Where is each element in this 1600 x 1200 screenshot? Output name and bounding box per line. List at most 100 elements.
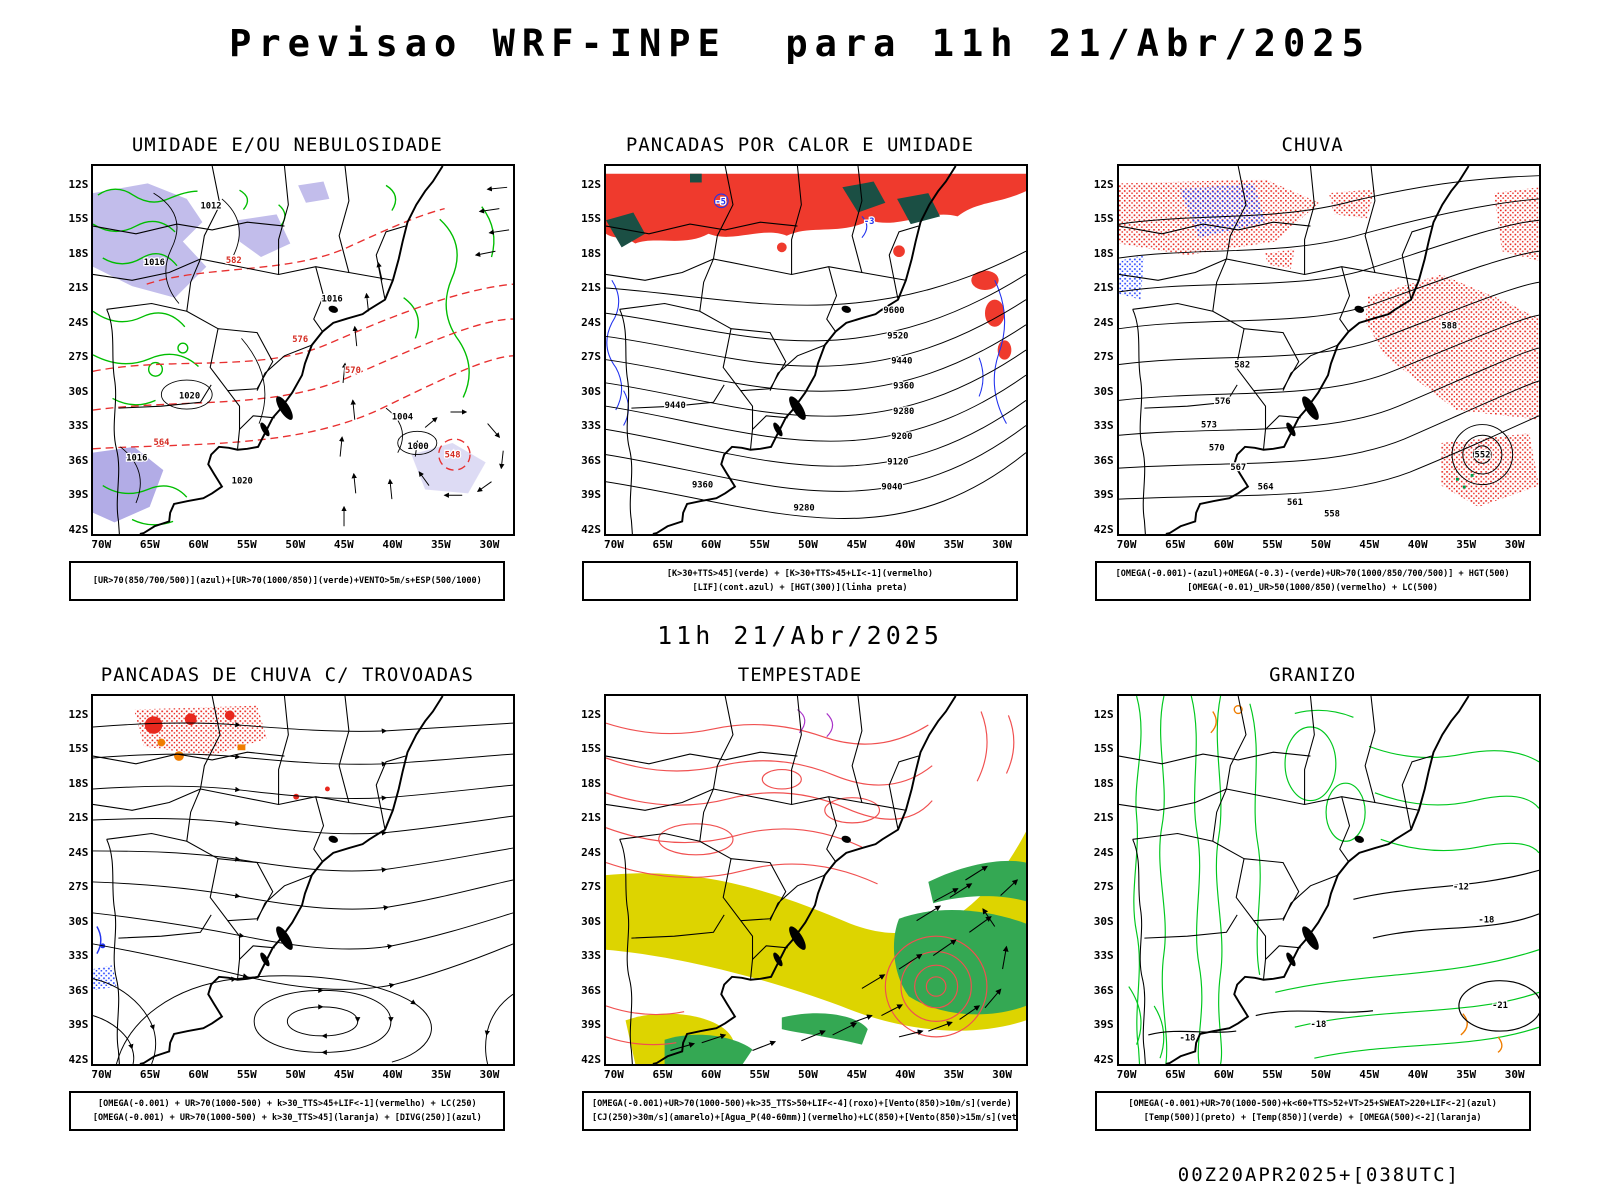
lat-tick: 15S: [581, 212, 601, 226]
panel-title: PANCADAS DE CHUVA C/ TROVOADAS: [100, 663, 474, 686]
lon-tick: 60W: [1213, 1067, 1234, 1081]
contour-label: -18: [1310, 1020, 1326, 1030]
map-area: 12S 15S 18S 21S 24S 27S 30S 33S 36S 39S 42S: [1085, 693, 1541, 1066]
lat-tick: 12S: [68, 707, 89, 721]
contour-labels: 9600 9520 9440 9360 9280 9200 9120 9040 …: [663, 196, 915, 514]
contour-label: 1012: [201, 201, 222, 211]
lon-tick: 65W: [139, 1067, 160, 1081]
lon-tick: 55W: [749, 1067, 770, 1081]
lat-tick: 42S: [1093, 522, 1114, 536]
lat-tick: 18S: [68, 246, 89, 260]
map-canvas-umidade: 1012 1016 1016 1020 1016 1020 1004 1000 …: [91, 163, 516, 536]
contour-label: 9280: [893, 407, 914, 417]
page-title: Previsao WRF-INPE para 11h 21/Abr/2025: [229, 22, 1371, 65]
map-canvas-trovoadas: [91, 693, 516, 1066]
panel-title: GRANIZO: [1269, 663, 1357, 686]
contour-label: 1000: [408, 442, 429, 452]
contour-label: 9040: [881, 482, 902, 492]
lat-tick: 21S: [68, 811, 89, 825]
lat-axis: 12S 15S 18S 21S 24S 27S 30S 33S 36S 39S 42S: [572, 164, 604, 536]
contour-label: 570: [1209, 444, 1225, 454]
contour-label: 9200: [891, 432, 912, 442]
panel-title: PANCADAS POR CALOR E UMIDADE: [625, 133, 975, 156]
map-canvas-granizo: -12 -18 -21 -18 -18: [1116, 693, 1541, 1066]
legend-line: [OMEGA(-0.01)_UR>50(1000/850)(vermelho) …: [1187, 582, 1439, 593]
thickness-red-dashed-contours: [93, 207, 514, 471]
lon-tick: 35W: [430, 537, 451, 551]
lon-axis: 70W 65W 60W 55W 50W 45W 40W 35W 30W: [91, 538, 515, 551]
lat-tick: 33S: [1093, 419, 1114, 433]
lat-tick: 39S: [1093, 1018, 1114, 1032]
lat-tick: 30S: [1093, 914, 1114, 928]
legend-line: [UR>70(850/700/500)](azul)+[UR>70(1000/8…: [92, 575, 482, 586]
legend-line: [OMEGA(-0.001)-(azul)+OMEGA(-0.3)-(verde…: [1115, 568, 1510, 579]
lat-tick: 18S: [581, 246, 601, 260]
lon-tick: 65W: [139, 537, 160, 551]
contour-label: -12: [1453, 882, 1469, 892]
humidity-shade-layer: [93, 181, 486, 523]
contour-label: 548: [445, 450, 461, 460]
lat-tick: 12S: [581, 177, 601, 191]
legend-pancadas-calor: [K>30+TTS>45](verde) + [K>30+TTS>45+LI<-…: [581, 560, 1018, 601]
lon-tick: 65W: [652, 1067, 673, 1081]
lon-tick: 70W: [603, 1067, 624, 1081]
contour-label: -21: [1492, 1001, 1508, 1011]
contour-label: -18: [1478, 915, 1494, 925]
contour-label: 576: [1214, 397, 1230, 407]
contour-label: 552: [1474, 450, 1490, 460]
lon-axis: 70W 65W 60W 55W 50W 45W 40W 35W 30W: [1117, 538, 1541, 551]
lat-tick: 33S: [68, 949, 89, 963]
lat-tick: 39S: [68, 1018, 89, 1032]
contour-label: 558: [1324, 509, 1340, 519]
lon-tick: 30W: [992, 537, 1012, 551]
lon-tick: 45W: [1359, 537, 1380, 551]
contour-label: 573: [1201, 420, 1217, 430]
lat-tick: 18S: [68, 776, 89, 790]
lat-tick: 39S: [68, 488, 89, 502]
contour-label: 1016: [144, 258, 165, 268]
lat-tick: 21S: [581, 811, 601, 825]
map-canvas-chuva: 582 576 573 570 567 564 561 588 558 552: [1116, 163, 1541, 536]
panel-title: TEMPESTADE: [737, 663, 863, 686]
lon-tick: 70W: [91, 537, 112, 551]
lat-tick: 30S: [68, 914, 89, 928]
panel-title: CHUVA: [1281, 133, 1344, 156]
run-timestamp: 00Z20APR2025+[038UTC]: [1177, 1164, 1460, 1186]
lon-tick: 30W: [479, 537, 500, 551]
panel-chuva: CHUVA 12S 15S 18S 21S 24S 27S 30S 33S 36S 39S 42S: [1085, 134, 1541, 601]
map-canvas-tempestade: [603, 693, 1028, 1066]
lon-tick: 35W: [943, 537, 964, 551]
lon-tick: 30W: [1504, 537, 1525, 551]
lat-tick: 42S: [581, 522, 601, 536]
lat-tick: 30S: [1093, 384, 1114, 398]
lon-tick: 55W: [1262, 537, 1283, 551]
lat-tick: 42S: [68, 522, 89, 536]
contour-labels: 582 576 573 570 567 564 561 588 558 552: [1199, 320, 1491, 520]
lat-tick: 27S: [1093, 880, 1114, 894]
map-svg-tempestade: [605, 695, 1026, 1064]
lon-tick: 45W: [333, 1067, 354, 1081]
lat-axis: 12S 15S 18S 21S 24S 27S 30S 33S 36S 39S 42S: [59, 164, 91, 536]
panel-tempestade: TEMPESTADE 12S 15S 18S 21S 24S 27S 30S 33S 36S 39…: [572, 664, 1028, 1131]
lat-tick: 21S: [581, 281, 601, 295]
green-humidity-contours: [93, 184, 495, 526]
map-area: 12S 15S 18S 21S 24S 27S 30S 33S 36S 39S 42S: [59, 693, 516, 1066]
lat-tick: 30S: [68, 384, 89, 398]
lat-axis: 12S 15S 18S 21S 24S 27S 30S 33S 36S 39S 42S: [572, 694, 604, 1066]
lon-axis: 70W 65W 60W 55W 50W 45W 40W 35W 30W: [604, 538, 1028, 551]
lon-tick: 40W: [382, 537, 403, 551]
lon-tick: 50W: [1310, 1067, 1331, 1081]
contour-label: 564: [1257, 482, 1273, 492]
lat-tick: 18S: [581, 776, 601, 790]
convective-red-area: [605, 173, 1026, 360]
legend-line: [Temp(500)](preto) + [Temp(850)](verde) …: [1143, 1112, 1482, 1123]
lat-tick: 27S: [1093, 350, 1114, 364]
lat-tick: 24S: [68, 845, 89, 859]
contour-label: 582: [1234, 360, 1250, 370]
lon-tick: 35W: [943, 1067, 964, 1081]
lon-tick: 30W: [992, 1067, 1012, 1081]
contour-label: 588: [1441, 322, 1457, 332]
contour-label: 9520: [887, 331, 908, 341]
divergence-blue-marks: [93, 925, 117, 991]
lat-tick: 15S: [68, 742, 89, 756]
